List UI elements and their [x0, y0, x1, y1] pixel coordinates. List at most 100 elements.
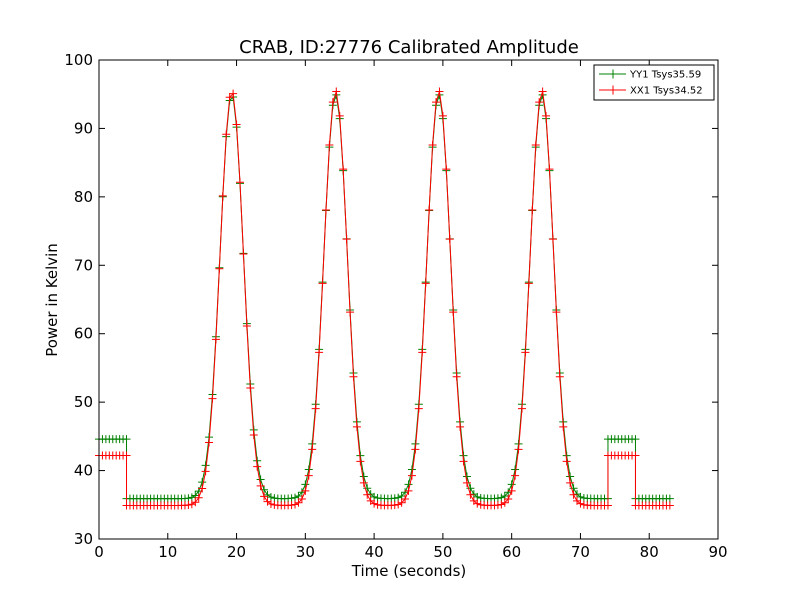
data-point — [287, 501, 296, 510]
data-point — [493, 494, 502, 503]
y-tick-label: 100 — [64, 51, 93, 69]
data-point — [315, 348, 324, 357]
plot-frame — [98, 59, 719, 540]
data-point — [266, 499, 275, 508]
data-point — [566, 478, 575, 487]
data-point — [370, 499, 379, 508]
data-point — [428, 141, 437, 150]
data-point — [401, 494, 410, 503]
x-tick-label: 0 — [94, 543, 104, 561]
data-point — [517, 404, 526, 413]
data-point — [473, 492, 482, 501]
data-point — [404, 486, 413, 495]
data-point — [198, 484, 207, 493]
data-point — [191, 498, 200, 507]
data-point — [229, 89, 238, 98]
data-point — [531, 141, 540, 150]
data-point — [205, 438, 214, 447]
data-point — [511, 471, 520, 480]
data-point — [328, 98, 337, 107]
data-point — [435, 87, 444, 96]
data-point — [576, 499, 585, 508]
data-point — [631, 435, 640, 444]
data-point — [394, 493, 403, 502]
data-point — [253, 462, 262, 471]
data-point — [438, 111, 447, 120]
data-point — [425, 206, 434, 215]
x-tick-label: 80 — [640, 543, 659, 561]
data-point — [294, 498, 303, 507]
data-point — [390, 501, 399, 510]
data-point — [304, 471, 313, 480]
plot-area — [99, 60, 718, 539]
data-point — [297, 494, 306, 503]
data-point — [222, 130, 231, 139]
y-tick-label: 70 — [74, 256, 93, 274]
data-point — [211, 335, 220, 344]
y-tick-label: 60 — [74, 325, 93, 343]
legend-marker-xx1 — [608, 85, 618, 95]
data-point — [225, 93, 234, 102]
data-point — [497, 500, 506, 509]
chart-title: CRAB, ID:27776 Calibrated Amplitude — [239, 37, 579, 58]
data-point — [187, 493, 196, 502]
data-point — [208, 394, 217, 403]
series-xx1 — [95, 87, 674, 510]
data-point — [559, 422, 568, 431]
data-point — [552, 308, 561, 317]
data-point — [260, 492, 269, 501]
data-point — [418, 348, 427, 357]
data-point — [215, 264, 224, 273]
y-tick-label: 90 — [74, 119, 93, 137]
data-point — [545, 165, 554, 174]
data-point — [576, 492, 585, 501]
data-point — [356, 457, 365, 466]
data-point — [414, 404, 423, 413]
data-point — [665, 501, 674, 510]
data-point — [555, 372, 564, 381]
data-point — [407, 471, 416, 480]
data-point — [631, 451, 640, 460]
y-tick-label: 50 — [74, 393, 93, 411]
data-point — [535, 98, 544, 107]
data-point — [507, 486, 516, 495]
y-tick-label: 40 — [74, 462, 93, 480]
data-point — [346, 308, 355, 317]
data-point — [359, 478, 368, 487]
series-layer — [95, 87, 674, 510]
x-tick-label: 70 — [571, 543, 590, 561]
data-point — [246, 383, 255, 392]
data-point — [421, 279, 430, 288]
data-point — [411, 445, 420, 454]
data-point — [548, 235, 557, 244]
x-tick-label: 50 — [433, 543, 452, 561]
data-point — [218, 191, 227, 200]
data-point — [493, 501, 502, 510]
data-point — [184, 494, 193, 503]
data-point — [603, 501, 612, 510]
data-point — [339, 165, 348, 174]
data-point — [397, 498, 406, 507]
data-point — [449, 308, 458, 317]
data-point — [473, 499, 482, 508]
data-point — [311, 404, 320, 413]
data-point — [235, 178, 244, 187]
data-point — [232, 120, 241, 129]
data-point — [390, 494, 399, 503]
data-point — [291, 493, 300, 502]
ticks-layer: 0 10 20 30 40 50 60 70 80 90 30 40 50 60 70 80 90 100 — [64, 51, 727, 561]
data-point — [456, 422, 465, 431]
y-tick-label: 80 — [74, 188, 93, 206]
data-point — [363, 490, 372, 499]
data-point — [562, 457, 571, 466]
legend-marker-yy1 — [608, 69, 618, 79]
data-point — [500, 498, 509, 507]
x-tick-label: 90 — [708, 543, 727, 561]
y-tick-label: 30 — [74, 530, 93, 548]
data-point — [256, 481, 265, 490]
data-point — [332, 87, 341, 96]
data-point — [122, 435, 131, 444]
data-point — [442, 165, 451, 174]
